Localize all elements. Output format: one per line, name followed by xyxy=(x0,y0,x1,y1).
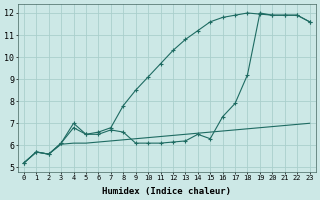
X-axis label: Humidex (Indice chaleur): Humidex (Indice chaleur) xyxy=(102,187,231,196)
